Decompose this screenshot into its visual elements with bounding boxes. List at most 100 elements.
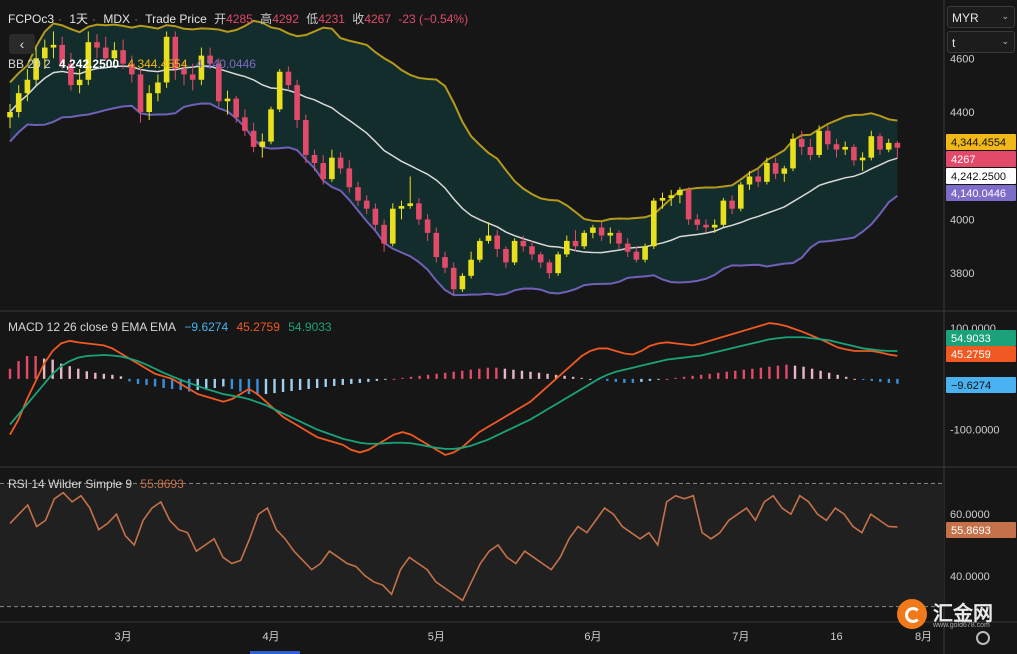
open-label: 开 — [214, 12, 227, 26]
macd-hist-bar — [247, 378, 251, 395]
candle-body — [442, 257, 448, 268]
candle-body — [677, 189, 683, 196]
macd-hist-bar — [25, 356, 29, 379]
macd-hist-bar — [879, 378, 882, 382]
last-price-badge: 4267 — [951, 154, 975, 166]
macd-hist-bar — [631, 378, 635, 383]
macd-hist-bar — [68, 366, 71, 379]
candle-body — [181, 69, 187, 75]
currency-value: MYR — [952, 11, 979, 25]
macd-hist-bar — [170, 378, 174, 389]
candle-body — [807, 146, 814, 155]
macd-signal-badge-bg — [946, 330, 1016, 346]
candle-body — [746, 176, 753, 185]
low-value: 4231 — [318, 12, 345, 26]
macd-hist-bar — [862, 378, 865, 380]
macd-tick-label: -100.0000 — [950, 425, 1000, 437]
macd-hist-bar — [51, 359, 54, 379]
macd-hist-bar — [717, 372, 720, 379]
candle-body — [15, 93, 22, 112]
macd-hist-bar — [384, 378, 387, 380]
macd-line-badge: 45.2759 — [951, 349, 991, 361]
candle-body — [894, 142, 901, 148]
candle-body — [624, 243, 631, 252]
bb-basis-value: 4,242.2500 — [59, 57, 120, 71]
candle-body — [216, 63, 222, 102]
candle-body — [250, 130, 257, 147]
macd-hist-bar — [128, 378, 131, 382]
macd-hist-bar — [768, 366, 771, 379]
macd-hist-bar — [94, 372, 97, 379]
candle-body — [233, 98, 239, 118]
rsi-value: 55.8693 — [140, 477, 184, 491]
candle-body — [198, 55, 205, 80]
bb-label: BB 20 2 — [8, 57, 51, 71]
candle-body — [390, 208, 396, 244]
candle-body — [668, 195, 674, 198]
macd-hist-bar — [222, 378, 225, 387]
time-tick-label: 3月 — [115, 631, 132, 643]
gear-icon[interactable] — [976, 631, 990, 645]
candle-body — [877, 136, 883, 150]
watermark-url: www.gold678.com — [933, 622, 990, 629]
open-value: 4285 — [226, 12, 253, 26]
macd-line — [9, 322, 898, 456]
unit-select[interactable]: t ⌄ — [947, 31, 1015, 53]
candle-body — [268, 109, 274, 142]
candle-body — [520, 240, 527, 247]
time-tick-label: 7月 — [732, 631, 749, 643]
candle-body — [207, 55, 213, 64]
candle-body — [42, 47, 48, 59]
macd-hist-bar — [367, 378, 370, 382]
macd-hist-bar — [537, 372, 541, 379]
macd-hist-bar — [546, 373, 549, 379]
currency-select[interactable]: MYR ⌄ — [947, 6, 1015, 28]
candle-body — [564, 240, 570, 255]
candle-body — [424, 219, 431, 233]
macd-hist-bar — [324, 378, 327, 387]
chevron-down-icon: ⌄ — [1001, 11, 1009, 21]
macd-line-badge-bg — [946, 346, 1016, 362]
macd-hist-bar — [136, 378, 140, 384]
macd-hist-bar — [290, 378, 293, 392]
candle-body — [720, 200, 727, 225]
candle-body — [546, 262, 553, 274]
time-tick-label: 16 — [830, 631, 842, 643]
back-button[interactable]: ‹ — [9, 34, 35, 54]
macd-hist-bar — [571, 376, 575, 379]
macd-hist-bar — [281, 378, 285, 393]
bb-fill — [10, 20, 898, 296]
candle-body — [398, 206, 405, 209]
rsi-tick-label: 60.0000 — [950, 509, 990, 521]
macd-hist-bar — [512, 369, 515, 379]
macd-hist-bar — [640, 378, 643, 382]
candle-body — [868, 136, 875, 158]
candle-body — [790, 138, 796, 169]
candle-body — [816, 130, 822, 155]
macd-hist-bar — [759, 367, 763, 379]
candle-body — [711, 224, 718, 228]
macd-hist-badge: −9.6274 — [951, 380, 991, 392]
macd-hist-bar — [793, 365, 797, 379]
macd-signal-badge: 54.9033 — [951, 333, 991, 345]
macd-hist-bar — [520, 370, 524, 379]
candle-body — [146, 93, 152, 112]
candle-body — [598, 227, 605, 236]
price-tick-label: 4400 — [950, 107, 974, 119]
candle-body — [381, 224, 387, 244]
bb-legend: BB 20 2 4,242.2500 4,344.4554 4,140.0446 — [8, 57, 261, 71]
macd-hist-bar — [802, 366, 805, 379]
high-label: 高 — [260, 12, 273, 26]
candle-body — [24, 79, 31, 94]
bb-upper-badge-bg — [946, 134, 1016, 150]
candle-body — [285, 71, 292, 86]
macd-hist-bar — [443, 372, 447, 379]
bb-lower-line — [9, 102, 899, 297]
candle-body — [607, 232, 614, 236]
macd-hist-bar — [264, 378, 268, 395]
macd-hist-bar — [495, 367, 498, 379]
macd-hist-bar — [145, 378, 148, 385]
candle-body — [416, 203, 422, 220]
macd-hist-bar — [606, 378, 609, 381]
bb-upper-value: 4,344.4554 — [127, 57, 188, 71]
